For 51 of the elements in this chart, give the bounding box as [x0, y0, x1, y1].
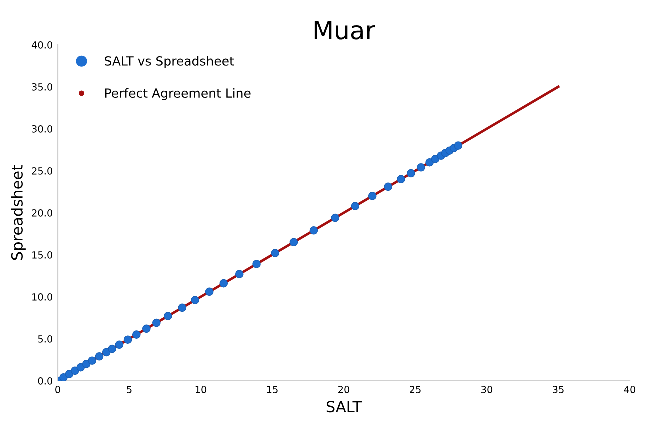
x-tick-label: 20: [338, 386, 350, 394]
point: [60, 373, 68, 381]
x-tick-label: 0: [56, 386, 60, 394]
point: [368, 192, 377, 200]
point: [351, 202, 360, 210]
legend-label: Perfect Agreement Line: [105, 88, 251, 100]
x-tick-label: 15: [267, 386, 278, 394]
point: [220, 279, 228, 288]
point: [178, 304, 187, 312]
point: [271, 249, 280, 258]
x-tick-label: 25: [410, 386, 421, 394]
y-tick-label: 10.0: [32, 293, 52, 301]
point: [164, 312, 172, 320]
point: [235, 270, 244, 278]
point: [132, 330, 141, 339]
x-tick-label: 5: [127, 386, 132, 394]
point: [115, 340, 124, 350]
point: [88, 356, 96, 365]
point: [205, 288, 214, 296]
x-tick-label: 35: [553, 386, 564, 394]
point: [152, 318, 161, 328]
y-tick-label: 35.0: [32, 83, 52, 91]
y-tick-label: 5.0: [38, 335, 52, 343]
point: [454, 142, 463, 150]
y-tick-label: 0.0: [38, 377, 52, 385]
y-tick-label: 15.0: [32, 251, 52, 259]
y-tick-label: 20.0: [32, 209, 52, 217]
x-tick-label: 40: [624, 386, 636, 394]
y-axis-title: Spreadsheet: [11, 165, 26, 260]
point: [384, 182, 392, 192]
point: [397, 175, 406, 184]
point: [331, 214, 340, 222]
point: [95, 352, 104, 361]
y-tick-label: 30.0: [32, 125, 52, 133]
point: [310, 226, 318, 235]
y-tick-label: 40.0: [32, 41, 52, 49]
x-axis-title: SALT: [326, 401, 362, 413]
point: [290, 238, 298, 247]
point: [142, 324, 151, 334]
point: [124, 336, 132, 344]
point: [71, 366, 80, 376]
point: [191, 296, 200, 305]
point: [252, 260, 261, 268]
y-tick-label: 25.0: [32, 167, 52, 175]
x-tick-label: 30: [482, 386, 493, 394]
x-tick-label: 10: [196, 386, 207, 394]
point: [417, 163, 426, 172]
legend-label: SALT vs Spreadsheet: [105, 56, 234, 68]
chart-title: Muar: [314, 21, 376, 40]
point: [407, 169, 416, 178]
point: [108, 344, 116, 354]
